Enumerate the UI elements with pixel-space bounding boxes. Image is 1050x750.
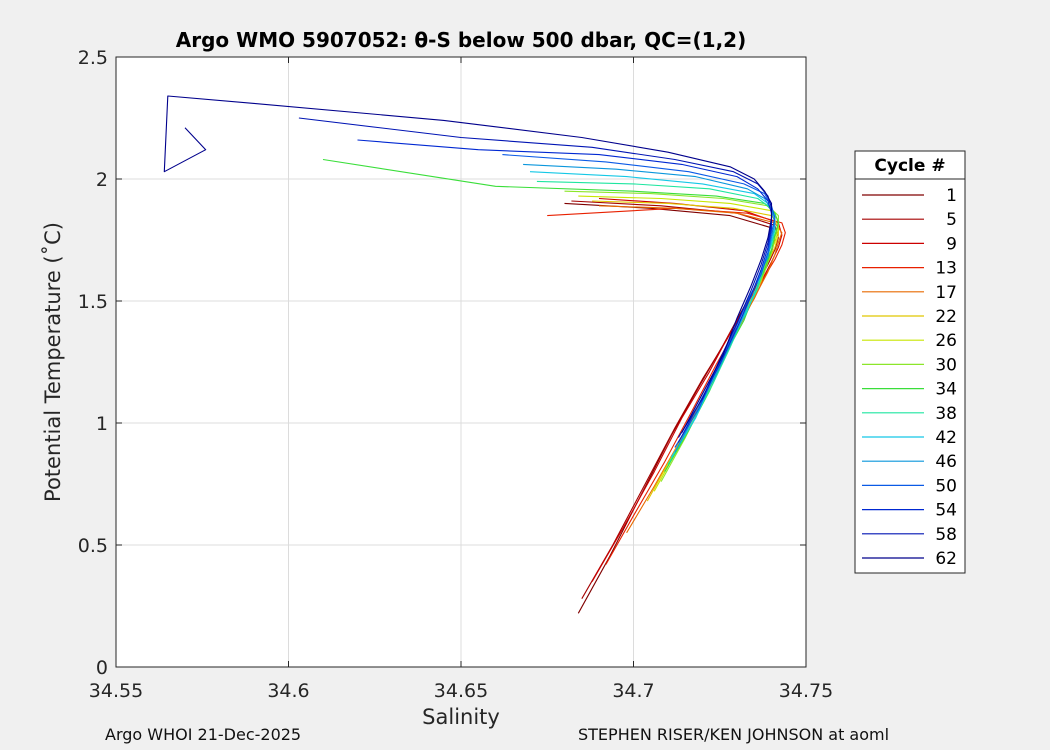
series-line-cycle-38 — [536, 180, 776, 465]
legend-label-cycle-13: 13 — [935, 259, 957, 279]
series-lines — [163, 95, 786, 614]
x-tick-label: 34.7 — [612, 680, 654, 702]
legend-label-cycle-62: 62 — [935, 549, 957, 569]
legend-label-cycle-22: 22 — [935, 307, 957, 327]
y-tick-label: 0.5 — [78, 535, 108, 557]
legend: Cycle # 1 5 9 13 17 22 26 30 34 38 42 46 50 54 58 62 — [854, 150, 966, 574]
y-tick-label: 1.5 — [78, 291, 108, 313]
x-tick-label: 34.55 — [89, 680, 143, 702]
legend-label-cycle-17: 17 — [935, 283, 957, 303]
chart-title: Argo WMO 5907052: θ-S below 500 dbar, QC… — [176, 28, 746, 52]
legend-items: 1 5 9 13 17 22 26 30 34 38 42 46 50 54 58 62 — [862, 186, 957, 569]
x-tick-label: 34.6 — [267, 680, 309, 702]
series-line-cycle-17 — [598, 205, 783, 534]
legend-label-cycle-5: 5 — [946, 210, 957, 230]
footer-right-text: STEPHEN RISER/KEN JOHNSON at aoml — [578, 725, 890, 744]
x-axis-label: Salinity — [422, 705, 500, 729]
x-tick-label: 34.75 — [779, 680, 833, 702]
legend-label-cycle-34: 34 — [935, 380, 957, 400]
axis-ticks: 34.55 34.6 34.65 34.7 34.75 0 0.5 1 1.5 2 2.5 — [78, 47, 833, 702]
series-line-cycle-13 — [547, 207, 786, 565]
legend-title: Cycle # — [874, 156, 945, 176]
y-tick-label: 1 — [96, 413, 108, 435]
legend-label-cycle-46: 46 — [935, 452, 957, 472]
legend-label-cycle-50: 50 — [935, 476, 957, 496]
series-line-cycle-62 — [163, 95, 773, 434]
legend-box — [854, 150, 966, 574]
series-line-cycle-46 — [523, 163, 776, 453]
legend-label-cycle-9: 9 — [946, 234, 957, 254]
y-axis-label: Potential Temperature (˚C) — [41, 222, 65, 502]
legend-label-cycle-58: 58 — [935, 525, 957, 545]
y-tick-label: 0 — [96, 657, 108, 679]
x-tick-label: 34.65 — [434, 680, 488, 702]
legend-label-cycle-42: 42 — [935, 428, 957, 448]
legend-label-cycle-54: 54 — [935, 501, 957, 521]
legend-label-cycle-26: 26 — [935, 331, 957, 351]
legend-label-cycle-30: 30 — [935, 355, 957, 375]
legend-label-cycle-38: 38 — [935, 404, 957, 424]
y-tick-label: 2 — [96, 169, 108, 191]
y-tick-label: 2.5 — [78, 47, 108, 69]
footer-left-text: Argo WHOI 21-Dec-2025 — [105, 725, 302, 744]
legend-label-cycle-1: 1 — [946, 186, 957, 206]
